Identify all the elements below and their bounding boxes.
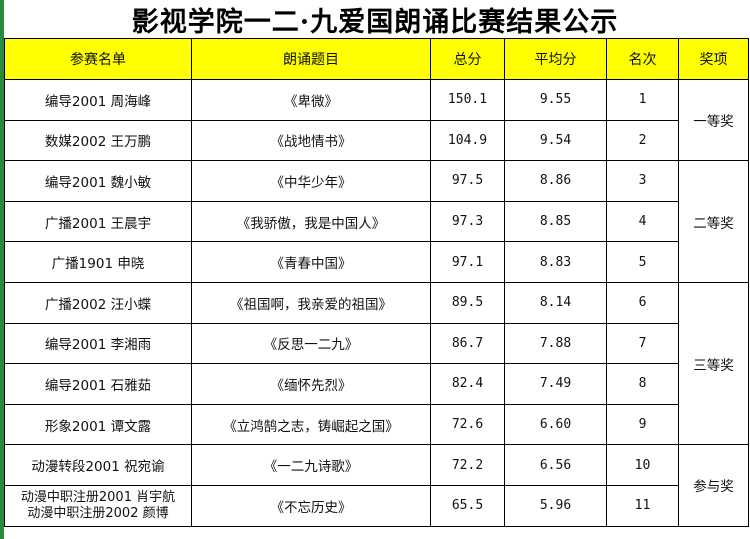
total-cell[interactable]: 72.2: [430, 444, 505, 486]
row-header-edge: [0, 0, 4, 539]
header-total[interactable]: 总分: [430, 38, 505, 80]
participant-line: 动漫中职注册2002 颜博: [27, 505, 169, 521]
rank-cell[interactable]: 4: [606, 200, 679, 243]
rank-cell[interactable]: 5: [606, 241, 679, 283]
table-row: 编导2001 石雅茹 《缅怀先烈》 82.4 7.49 8: [4, 363, 749, 405]
piece-cell[interactable]: 《立鸿鹄之志，铸崛起之国》: [191, 403, 431, 446]
rank-cell[interactable]: 6: [606, 281, 679, 324]
table-row: 数媒2002 王万鹏 《战地情书》 104.9 9.54 2: [4, 119, 749, 162]
header-piece[interactable]: 朗诵题目: [191, 38, 431, 80]
total-cell[interactable]: 97.1: [430, 241, 505, 283]
piece-cell[interactable]: 《我骄傲，我是中国人》: [191, 200, 431, 243]
results-table: 参赛名单 朗诵题目 总分 平均分 名次 奖项 编导2001 周海峰 《卑微》 1…: [4, 38, 749, 527]
rank-cell[interactable]: 11: [606, 484, 679, 527]
table-row: 编导2001 魏小敏 《中华少年》 97.5 8.86 3 二等奖: [4, 160, 749, 283]
page-title: 影视学院一二·九爱国朗诵比赛结果公示: [131, 6, 619, 38]
total-cell[interactable]: 86.7: [430, 322, 505, 365]
total-cell[interactable]: 150.1: [430, 79, 505, 121]
rank-cell[interactable]: 8: [606, 363, 679, 405]
piece-cell[interactable]: 《不忘历史》: [191, 484, 431, 527]
average-cell[interactable]: 8.83: [504, 241, 607, 283]
piece-cell[interactable]: 《卑微》: [191, 79, 431, 121]
participant-cell[interactable]: 形象2001 谭文露: [4, 403, 192, 446]
participant-cell[interactable]: 编导2001 魏小敏: [4, 160, 192, 202]
rank-cell[interactable]: 2: [606, 119, 679, 162]
average-cell[interactable]: 6.60: [504, 403, 607, 446]
average-cell[interactable]: 6.56: [504, 444, 607, 486]
piece-cell[interactable]: 《战地情书》: [191, 119, 431, 162]
award-cell-third[interactable]: 三等奖: [678, 281, 749, 446]
header-row: 参赛名单 朗诵题目 总分 平均分 名次 奖项: [4, 38, 749, 80]
participant-cell[interactable]: 编导2001 周海峰: [4, 79, 192, 121]
total-cell[interactable]: 89.5: [430, 281, 505, 324]
average-cell[interactable]: 7.49: [504, 363, 607, 405]
rank-cell[interactable]: 10: [606, 444, 679, 486]
piece-cell[interactable]: 《反思一二九》: [191, 322, 431, 365]
participant-cell[interactable]: 编导2001 石雅茹: [4, 363, 192, 405]
participant-line: 动漫中职注册2001 肖宇航: [20, 489, 176, 505]
participant-cell[interactable]: 广播2002 汪小蝶: [4, 281, 192, 324]
piece-cell[interactable]: 《缅怀先烈》: [191, 363, 431, 405]
total-cell[interactable]: 97.3: [430, 200, 505, 243]
header-participant[interactable]: 参赛名单: [4, 38, 192, 80]
table-row: 编导2001 李湘雨 《反思一二九》 86.7 7.88 7: [4, 322, 749, 365]
average-cell[interactable]: 8.86: [504, 160, 607, 202]
rank-cell[interactable]: 1: [606, 79, 679, 121]
total-cell[interactable]: 82.4: [430, 363, 505, 405]
rank-cell[interactable]: 3: [606, 160, 679, 202]
piece-cell[interactable]: 《一二九诗歌》: [191, 444, 431, 486]
participant-cell[interactable]: 动漫中职注册2001 肖宇航 动漫中职注册2002 颜博: [4, 484, 192, 527]
total-cell[interactable]: 65.5: [430, 484, 505, 527]
rank-cell[interactable]: 7: [606, 322, 679, 365]
table-row: 广播1901 申晓 《青春中国》 97.1 8.83 5: [4, 241, 749, 283]
total-cell[interactable]: 104.9: [430, 119, 505, 162]
header-award[interactable]: 奖项: [678, 38, 749, 80]
table-row: 形象2001 谭文露 《立鸿鹄之志，铸崛起之国》 72.6 6.60 9: [4, 403, 749, 446]
rank-cell[interactable]: 9: [606, 403, 679, 446]
average-cell[interactable]: 8.85: [504, 200, 607, 243]
header-average[interactable]: 平均分: [504, 38, 607, 80]
participant-cell[interactable]: 数媒2002 王万鹏: [4, 119, 192, 162]
total-cell[interactable]: 97.5: [430, 160, 505, 202]
average-cell[interactable]: 7.88: [504, 322, 607, 365]
average-cell[interactable]: 5.96: [504, 484, 607, 527]
table-row: 广播2001 王晨宇 《我骄傲，我是中国人》 97.3 8.85 4: [4, 200, 749, 243]
participant-cell[interactable]: 编导2001 李湘雨: [4, 322, 192, 365]
table-row: 广播2002 汪小蝶 《祖国啊，我亲爱的祖国》 89.5 8.14 6 三等奖: [4, 281, 749, 446]
participant-cell[interactable]: 广播1901 申晓: [4, 241, 192, 283]
award-cell-participation[interactable]: 参与奖: [678, 444, 749, 527]
table-row: 动漫转段2001 祝宛谕 《一二九诗歌》 72.2 6.56 10 参与奖: [4, 444, 749, 527]
total-cell[interactable]: 72.6: [430, 403, 505, 446]
piece-cell[interactable]: 《祖国啊，我亲爱的祖国》: [191, 281, 431, 324]
piece-cell[interactable]: 《中华少年》: [191, 160, 431, 202]
award-cell-first[interactable]: 一等奖: [678, 78, 749, 162]
table-row: 编导2001 周海峰 《卑微》 150.1 9.55 1 一等奖: [4, 78, 749, 162]
average-cell[interactable]: 9.54: [504, 119, 607, 162]
average-cell[interactable]: 8.14: [504, 281, 607, 324]
average-cell[interactable]: 9.55: [504, 79, 607, 121]
table-row: 动漫中职注册2001 肖宇航 动漫中职注册2002 颜博 《不忘历史》 65.5…: [4, 484, 749, 527]
piece-cell[interactable]: 《青春中国》: [191, 241, 431, 283]
header-rank[interactable]: 名次: [606, 38, 679, 80]
award-cell-second[interactable]: 二等奖: [678, 160, 749, 283]
participant-cell[interactable]: 动漫转段2001 祝宛谕: [4, 444, 192, 486]
participant-cell[interactable]: 广播2001 王晨宇: [4, 200, 192, 243]
